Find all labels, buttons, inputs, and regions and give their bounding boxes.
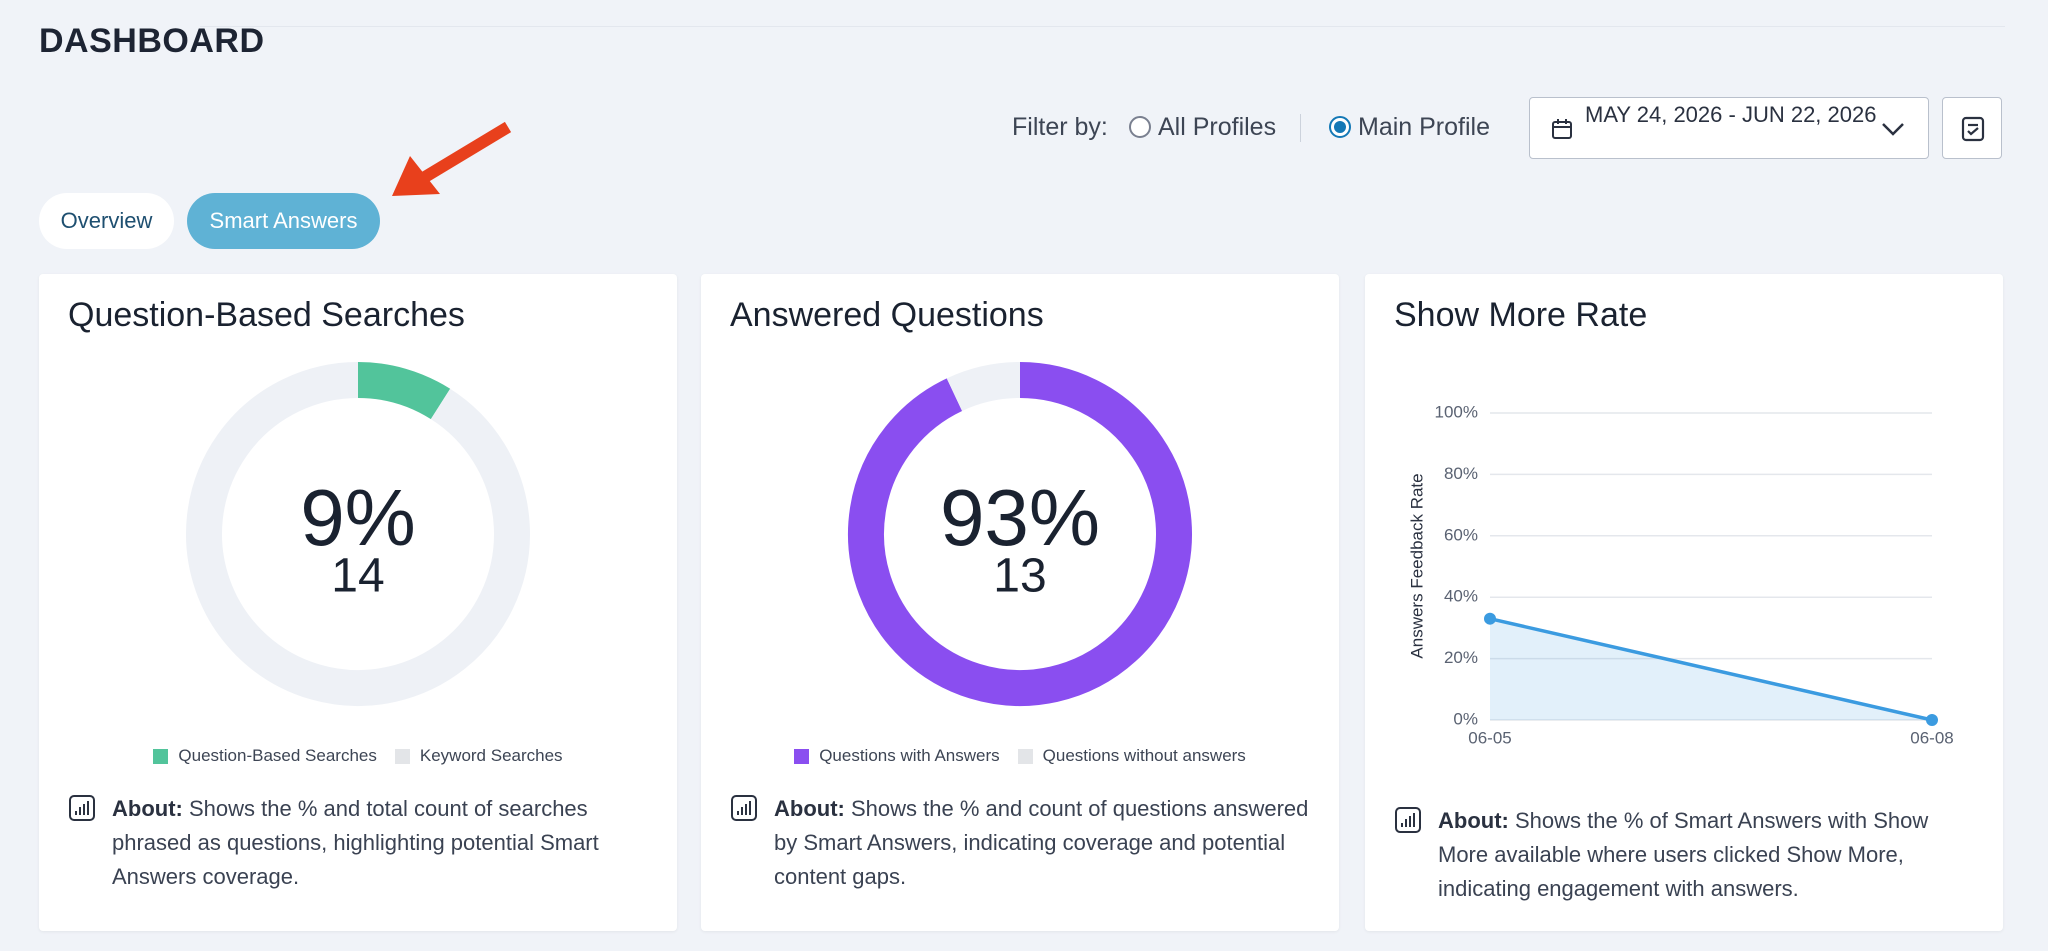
radio-label[interactable]: Main Profile	[1358, 113, 1490, 141]
about-label: About:	[112, 796, 183, 821]
card-title: Answered Questions	[730, 296, 1044, 334]
about: About: Shows the % and total count of se…	[68, 792, 648, 894]
about-icon-wrap	[1394, 804, 1422, 906]
legend-swatch	[794, 748, 810, 764]
divider-line	[200, 26, 2005, 27]
center-percent: 93%	[940, 473, 1100, 562]
center-count: 14	[331, 550, 384, 603]
y-tick-label: 80%	[1444, 464, 1478, 483]
legend: Questions with Answers Questions without …	[701, 746, 1339, 766]
center-percent: 9%	[300, 473, 416, 562]
center-count: 13	[993, 550, 1046, 603]
donut-segment	[357, 362, 451, 420]
about-icon-wrap	[730, 792, 758, 894]
filter-label: Filter by:	[1012, 113, 1108, 141]
card: Question-Based Searches 9% 14 Question-Base…	[39, 274, 677, 931]
card-title: Question-Based Searches	[68, 296, 465, 334]
donut-segment	[186, 362, 530, 706]
radio-label[interactable]: All Profiles	[1158, 113, 1277, 141]
point	[1926, 714, 1938, 726]
about-icon	[69, 795, 95, 821]
legend-item: Questions without answers	[1017, 746, 1246, 766]
about-label: About:	[1438, 808, 1509, 833]
radio-button[interactable]	[1329, 116, 1351, 138]
icon-frame	[1395, 807, 1421, 833]
legend-label: Keyword Searches	[419, 746, 563, 765]
about: About: Shows the % of Smart Answers with…	[1394, 804, 1974, 906]
separator	[1300, 114, 1301, 142]
card: Show More Rate 0% 20% 40% 60% 80% 100% 06-05 06-…	[1365, 274, 2003, 931]
card: Answered Questions 93% 13 Questions with An…	[701, 274, 1339, 931]
y-axis-title: Answers Feedback Rate	[1407, 473, 1426, 658]
about-description: Shows the % and total count of searches …	[112, 796, 599, 889]
icon-frame	[731, 795, 757, 821]
about-text: About: Shows the % and total count of se…	[112, 792, 648, 894]
about-description: Shows the % and count of questions answe…	[774, 796, 1309, 889]
point	[1484, 612, 1496, 625]
about-icon-wrap	[68, 792, 96, 894]
legend-label: Question-Based Searches	[178, 746, 377, 765]
about-icon	[731, 795, 757, 821]
page-title: DASHBOARD	[39, 22, 265, 60]
x-tick-label: 06-05	[1468, 728, 1511, 747]
donut-chart: 93%13	[848, 362, 1192, 706]
tab[interactable]: Smart Answers	[187, 193, 380, 249]
legend-swatch	[394, 748, 410, 764]
y-tick-label: 0%	[1453, 709, 1478, 728]
chevron-down	[1882, 123, 1904, 136]
report-icon	[1961, 116, 1985, 142]
red-arrow	[392, 121, 512, 196]
y-tick-label: 40%	[1444, 587, 1478, 606]
date-picker[interactable]: MAY 24, 2026 - JUN 22, 2026	[1529, 97, 1929, 159]
radio-button[interactable]	[1129, 116, 1151, 138]
line-chart: 0% 20% 40% 60% 80% 100% 06-05 06-08 Answers Feed…	[1407, 402, 1953, 747]
y-tick-label: 20%	[1444, 648, 1478, 667]
calendar-icon	[1552, 119, 1572, 139]
card-title: Show More Rate	[1394, 296, 1648, 334]
about-icon	[1395, 807, 1421, 833]
export-button[interactable]	[1942, 97, 2002, 159]
date-range: MAY 24, 2026 - JUN 22, 2026	[1585, 102, 1877, 127]
legend-swatch	[153, 748, 169, 764]
about-text: About: Shows the % of Smart Answers with…	[1438, 804, 1974, 906]
y-tick-label: 100%	[1435, 402, 1478, 421]
legend-item: Keyword Searches	[394, 746, 563, 766]
about: About: Shows the % and count of question…	[730, 792, 1310, 894]
about-description: Shows the % of Smart Answers with Show M…	[1438, 808, 1929, 901]
tab[interactable]: Overview	[39, 193, 174, 249]
y-tick-label: 60%	[1444, 525, 1478, 544]
legend-label: Questions without answers	[1042, 746, 1246, 765]
x-tick-label: 06-08	[1910, 728, 1953, 747]
legend: Question-Based Searches Keyword Searches	[39, 746, 677, 766]
legend-swatch	[1017, 748, 1033, 764]
donut-segment	[848, 362, 1192, 706]
line	[1489, 616, 1933, 722]
legend-label: Questions with Answers	[819, 746, 1000, 765]
legend-item: Questions with Answers	[794, 746, 1000, 766]
donut-segment	[946, 362, 1021, 412]
about-label: About:	[774, 796, 845, 821]
icon-frame	[69, 795, 95, 821]
legend-item: Question-Based Searches	[153, 746, 377, 766]
about-text: About: Shows the % and count of question…	[774, 792, 1310, 894]
donut-chart: 9%14	[186, 362, 530, 706]
